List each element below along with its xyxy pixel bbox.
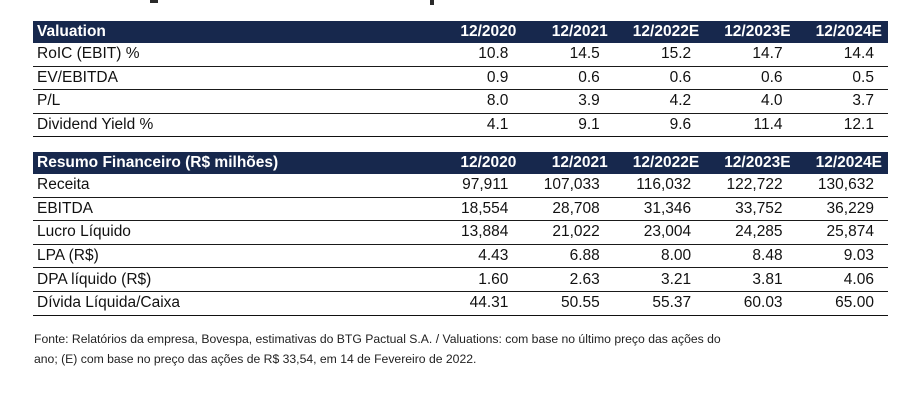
column-header: 12/2024E bbox=[815, 23, 882, 40]
cell: 4.0 bbox=[761, 92, 783, 110]
row-label: Dividend Yield % bbox=[37, 116, 154, 134]
table-row: EV/EBITDA 0.9 0.6 0.6 0.6 0.5 bbox=[33, 67, 888, 91]
cell: 65.00 bbox=[835, 294, 874, 312]
column-header: 12/2022E bbox=[632, 154, 700, 171]
cell: 50.55 bbox=[560, 294, 600, 312]
row-label: EBITDA bbox=[37, 199, 93, 217]
row-label: Lucro Líquido bbox=[37, 223, 131, 241]
cell: 4.06 bbox=[843, 270, 874, 288]
valuation-header-row: Valuation 12/2020 12/2021 12/2022E 12/20… bbox=[33, 21, 888, 43]
cell: 8.00 bbox=[661, 247, 692, 265]
cell: 1.60 bbox=[478, 270, 509, 288]
cell: 8.0 bbox=[486, 92, 509, 110]
table-row: RoIC (EBIT) % 10.8 14.5 15.2 14.7 14.4 bbox=[33, 43, 888, 67]
cell: 4.1 bbox=[486, 116, 509, 134]
cropped-heading-fragment bbox=[430, 0, 434, 5]
financial-summary-table: Resumo Financeiro (R$ milhões) 12/2020 1… bbox=[33, 152, 888, 316]
table-row: Dividend Yield % 4.1 9.1 9.6 11.4 12.1 bbox=[33, 114, 888, 138]
valuation-table: Valuation 12/2020 12/2021 12/2022E 12/20… bbox=[33, 21, 888, 138]
column-header: 12/2022E bbox=[632, 23, 700, 40]
row-label: LPA (R$) bbox=[37, 247, 99, 265]
cell: 25,874 bbox=[826, 223, 874, 241]
cell: 130,632 bbox=[817, 176, 874, 194]
column-header: 12/2020 bbox=[460, 23, 517, 40]
cell: 9.6 bbox=[669, 116, 692, 134]
column-header: 12/2020 bbox=[460, 154, 517, 171]
cell: 9.03 bbox=[843, 247, 874, 265]
cell: 0.5 bbox=[852, 68, 874, 86]
column-header: 12/2023E bbox=[724, 154, 791, 171]
cell: 0.9 bbox=[486, 68, 509, 86]
cell: 11.4 bbox=[753, 116, 783, 134]
cell: 0.6 bbox=[669, 68, 692, 86]
cell: 23,004 bbox=[643, 223, 692, 241]
table-row: DPA líquido (R$) 1.60 2.63 3.21 3.81 4.0… bbox=[33, 268, 888, 292]
valuation-title: Valuation bbox=[37, 23, 106, 40]
financial-header-row: Resumo Financeiro (R$ milhões) 12/2020 1… bbox=[33, 152, 888, 174]
cell: 2.63 bbox=[569, 270, 600, 288]
cell: 60.03 bbox=[743, 294, 783, 312]
cell: 4.2 bbox=[669, 92, 692, 110]
cell: 18,554 bbox=[460, 199, 509, 217]
table-row: EBITDA 18,554 28,708 31,346 33,752 36,22… bbox=[33, 198, 888, 222]
row-label: Receita bbox=[37, 176, 90, 194]
table-row: P/L 8.0 3.9 4.2 4.0 3.7 bbox=[33, 90, 888, 114]
cell: 3.21 bbox=[661, 270, 692, 288]
cell: 8.48 bbox=[752, 247, 783, 265]
table-row: Lucro Líquido 13,884 21,022 23,004 24,28… bbox=[33, 221, 888, 245]
table-row: Dívida Líquida/Caixa 44.31 50.55 55.37 6… bbox=[33, 292, 888, 316]
column-header: 12/2021 bbox=[551, 23, 608, 40]
cell: 0.6 bbox=[761, 68, 783, 86]
cell: 33,752 bbox=[735, 199, 783, 217]
cell: 13,884 bbox=[460, 223, 509, 241]
row-label: DPA líquido (R$) bbox=[37, 270, 152, 288]
cell: 14.4 bbox=[843, 45, 874, 63]
cell: 3.81 bbox=[752, 270, 783, 288]
cell: 44.31 bbox=[469, 294, 509, 312]
row-label: P/L bbox=[37, 92, 61, 110]
cell: 15.2 bbox=[661, 45, 692, 63]
cell: 6.88 bbox=[569, 247, 600, 265]
cell: 10.8 bbox=[478, 45, 509, 63]
cell: 24,285 bbox=[735, 223, 783, 241]
cell: 3.7 bbox=[852, 92, 874, 110]
column-header: 12/2023E bbox=[724, 23, 791, 40]
cell: 28,708 bbox=[552, 199, 600, 217]
table-row: Receita 97,911 107,033 116,032 122,722 1… bbox=[33, 174, 888, 198]
cell: 97,911 bbox=[462, 176, 509, 194]
cell: 107,033 bbox=[543, 176, 600, 194]
source-footnote: Fonte: Relatórios da empresa, Bovespa, e… bbox=[34, 329, 884, 369]
row-label: RoIC (EBIT) % bbox=[37, 45, 140, 63]
column-header: 12/2021 bbox=[551, 154, 608, 171]
cell: 0.6 bbox=[578, 68, 600, 86]
cell: 55.37 bbox=[652, 294, 692, 312]
cell: 12.1 bbox=[843, 116, 874, 134]
footnote-line: Fonte: Relatórios da empresa, Bovespa, e… bbox=[34, 332, 721, 346]
cell: 14.5 bbox=[569, 45, 600, 63]
cell: 31,346 bbox=[643, 199, 692, 217]
cell: 9.1 bbox=[578, 116, 600, 134]
financial-title: Resumo Financeiro (R$ milhões) bbox=[37, 154, 279, 171]
cell: 3.9 bbox=[578, 92, 600, 110]
table-row: LPA (R$) 4.43 6.88 8.00 8.48 9.03 bbox=[33, 245, 888, 269]
row-label: EV/EBITDA bbox=[37, 68, 118, 86]
cropped-heading-fragment bbox=[150, 0, 158, 3]
footnote-line: ano; (E) com base no preço das ações de … bbox=[34, 352, 477, 366]
cell: 4.43 bbox=[478, 247, 509, 265]
cell: 14.7 bbox=[752, 45, 783, 63]
cell: 122,722 bbox=[726, 176, 783, 194]
column-header: 12/2024E bbox=[815, 154, 882, 171]
cell: 36,229 bbox=[826, 199, 874, 217]
cell: 21,022 bbox=[552, 223, 600, 241]
row-label: Dívida Líquida/Caixa bbox=[37, 294, 181, 312]
cell: 116,032 bbox=[636, 176, 692, 194]
